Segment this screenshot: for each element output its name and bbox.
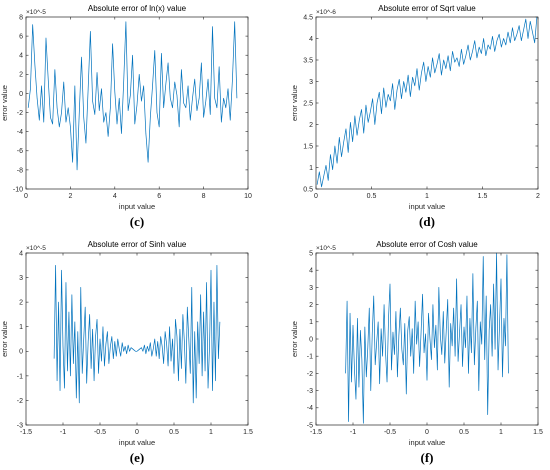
x-tick-label: 1.5 <box>533 429 543 436</box>
y-tick-label: 4 <box>19 53 23 60</box>
y-tick-label: -5 <box>307 422 313 429</box>
chart-title: Absolute error of Sqrt value <box>378 4 476 13</box>
x-tick-label: -1 <box>60 429 66 436</box>
panel-caption: (f) <box>421 450 434 465</box>
x-tick-label: 1 <box>209 429 213 436</box>
y-tick-label: -3 <box>307 388 313 395</box>
x-axis-label: input value <box>119 438 155 447</box>
x-tick-label: 0 <box>425 429 429 436</box>
x-tick-label: 1 <box>499 429 503 436</box>
x-tick-label: -1.5 <box>20 429 32 436</box>
chart-title: Absolute error of ln(x) value <box>88 4 187 13</box>
x-tick-label: -1 <box>350 429 356 436</box>
y-tick-label: 2 <box>19 300 23 307</box>
x-tick-label: 0 <box>24 193 28 200</box>
axes-box <box>315 252 539 426</box>
y-axis-label: error value <box>0 321 9 357</box>
x-tick-label: 6 <box>157 193 161 200</box>
y-tick-label: 6 <box>19 34 23 41</box>
y-tick-label: 5 <box>309 250 313 257</box>
y-tick-label: 0 <box>19 349 23 356</box>
y-tick-label: 1 <box>19 324 23 331</box>
y-tick-label: -2 <box>307 371 313 378</box>
y-tick-label: 4.5 <box>303 14 313 21</box>
x-tick-label: 0 <box>135 429 139 436</box>
y-tick-label: -6 <box>17 148 23 155</box>
x-tick-label: 0.5 <box>367 193 377 200</box>
y-axis-label: error value <box>0 85 9 121</box>
chart-title: Absolute error of Sinh value <box>88 240 187 249</box>
y-tick-label: -1 <box>307 354 313 361</box>
x-tick-label: 1.5 <box>478 193 488 200</box>
x-tick-label: 2 <box>68 193 72 200</box>
y-tick-label: 3 <box>309 285 313 292</box>
x-tick-label: 2 <box>536 193 540 200</box>
x-axis-label: input value <box>409 202 445 211</box>
chart-panel-1: 0 2 4 6 8 10 -10 -8 -6 -4 -2 0 2 4 6 8 Absolute error of… <box>0 4 252 229</box>
y-tick-label: -1 <box>17 373 23 380</box>
y-tick-label: -2 <box>17 398 23 405</box>
y-tick-label: 2 <box>19 72 23 79</box>
x-tick-label: 0.5 <box>459 429 469 436</box>
x-tick-label: -1.5 <box>310 429 322 436</box>
exponent-label: ×10^-5 <box>26 245 46 252</box>
plot-area <box>316 253 538 425</box>
panel-caption: (c) <box>130 214 144 229</box>
y-tick-label: -4 <box>17 129 23 136</box>
y-tick-label: -10 <box>13 186 23 193</box>
series-line <box>27 21 238 171</box>
x-axis-label: input value <box>119 202 155 211</box>
x-tick-label: 8 <box>202 193 206 200</box>
x-tick-label: 1 <box>425 193 429 200</box>
y-tick-label: -8 <box>17 167 23 174</box>
y-tick-label: -4 <box>307 405 313 412</box>
panel-caption: (e) <box>130 450 144 465</box>
y-tick-label: 0 <box>309 336 313 343</box>
x-tick-label: 1.5 <box>243 429 253 436</box>
x-tick-label: -0.5 <box>94 429 106 436</box>
x-tick-label: 0.5 <box>169 429 179 436</box>
chart-panel-4: -1.5 -1 -0.5 0 0.5 1 1.5 -5 -4 -3 -2 -1 0 1 2 3 4 5 Absolu… <box>290 240 543 465</box>
y-tick-label: 4 <box>309 268 313 275</box>
y-tick-label: 2.5 <box>303 100 313 107</box>
y-tick-label: 0 <box>19 91 23 98</box>
y-tick-label: 1 <box>309 165 313 172</box>
y-tick-label: 1.5 <box>303 143 313 150</box>
y-tick-label: 3.5 <box>303 57 313 64</box>
exponent-label: ×10^-5 <box>26 9 46 16</box>
exponent-label: ×10^-6 <box>316 9 336 16</box>
y-tick-label: -2 <box>17 110 23 117</box>
y-tick-label: 4 <box>19 250 23 257</box>
series-line <box>53 264 221 404</box>
y-tick-label: 2 <box>309 122 313 129</box>
y-tick-label: 1 <box>309 319 313 326</box>
y-tick-label: -3 <box>17 422 23 429</box>
panel-caption: (d) <box>419 214 435 229</box>
series-line <box>316 16 538 188</box>
y-tick-label: 4 <box>309 36 313 43</box>
y-tick-label: 2 <box>309 302 313 309</box>
x-tick-label: 0 <box>314 193 318 200</box>
x-axis-label: input value <box>409 438 445 447</box>
y-tick-label: 0.5 <box>303 186 313 193</box>
x-tick-label: -0.5 <box>384 429 396 436</box>
exponent-label: ×10^-5 <box>316 245 336 252</box>
axes-box <box>25 252 249 426</box>
series-line <box>345 252 509 424</box>
y-tick-label: 3 <box>309 79 313 86</box>
chart-title: Absolute error of Cosh value <box>376 240 478 249</box>
axes-box <box>25 16 249 190</box>
y-axis-label: error value <box>290 321 299 357</box>
y-tick-label: 3 <box>19 275 23 282</box>
axes-box <box>315 16 539 190</box>
x-tick-label: 4 <box>113 193 117 200</box>
x-tick-label: 10 <box>244 193 252 200</box>
y-axis-label: error value <box>290 85 299 121</box>
chart-panel-3: -1.5 -1 -0.5 0 0.5 1 1.5 -3 -2 -1 0 1 2 3 4 Absolute er… <box>0 240 253 465</box>
y-tick-label: 8 <box>19 14 23 21</box>
